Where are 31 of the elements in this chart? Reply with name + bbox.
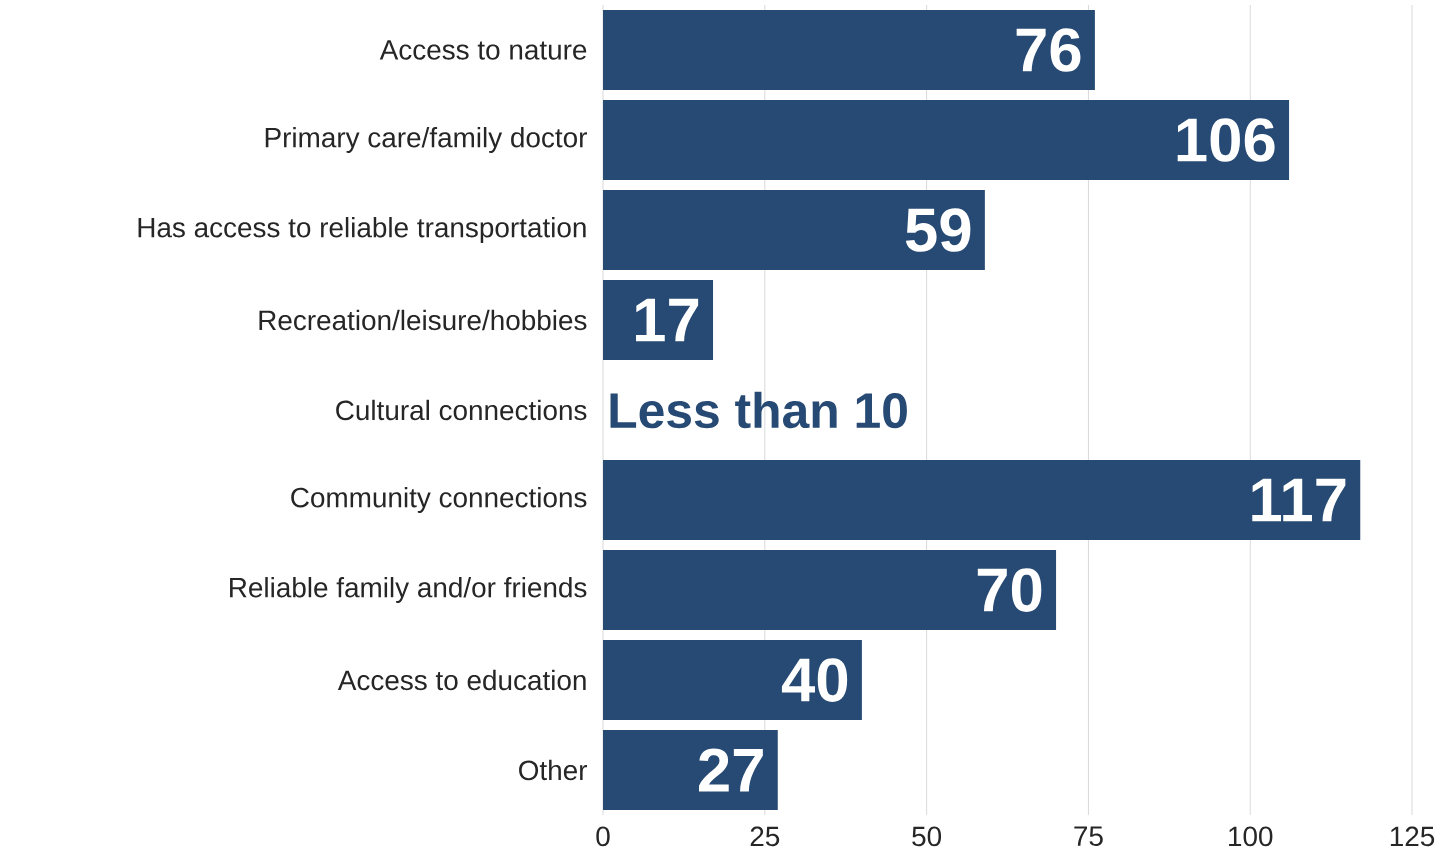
- x-tick-label: 125: [1390, 826, 1435, 847]
- bar: [603, 550, 1057, 631]
- y-tick-label: Community connections: [291, 487, 587, 513]
- data-label: 70: [977, 568, 1042, 612]
- text: Less than 10: [610, 391, 907, 429]
- y-tick-label: Access to education: [337, 669, 586, 691]
- y-tick-label: Recreation/leisure/hobbies: [259, 309, 587, 331]
- x-tick-label: 75: [1074, 826, 1103, 846]
- data-label: 106: [1177, 118, 1275, 162]
- bar: [603, 730, 778, 811]
- x-tick-label: 50: [912, 826, 942, 847]
- data-label: 17: [636, 298, 699, 342]
- y-tick-label: Reliable family and/or friends: [230, 577, 587, 603]
- y-tick-label: Has access to reliable transportation: [138, 217, 586, 243]
- y-tick-label: Primary care/family doctor: [265, 127, 587, 153]
- bar: [603, 10, 1095, 90]
- data-label: 27: [698, 748, 763, 792]
- bar: [603, 100, 1290, 180]
- data-label: 117: [1252, 478, 1346, 522]
- bar: [603, 190, 985, 270]
- data-label: 59: [905, 208, 971, 252]
- y-tick-label: Access to nature: [379, 40, 587, 60]
- x-tick-label: 0: [596, 826, 610, 847]
- y-tick-label: Cultural connections: [336, 399, 587, 421]
- data-label: 76: [1016, 28, 1081, 72]
- bar: [603, 640, 862, 721]
- x-tick-label: 25: [750, 826, 780, 847]
- data-label: 40: [781, 658, 848, 702]
- bar: [603, 460, 1361, 541]
- y-tick-label: Other: [519, 759, 588, 781]
- x-tick-label: 100: [1229, 826, 1273, 847]
